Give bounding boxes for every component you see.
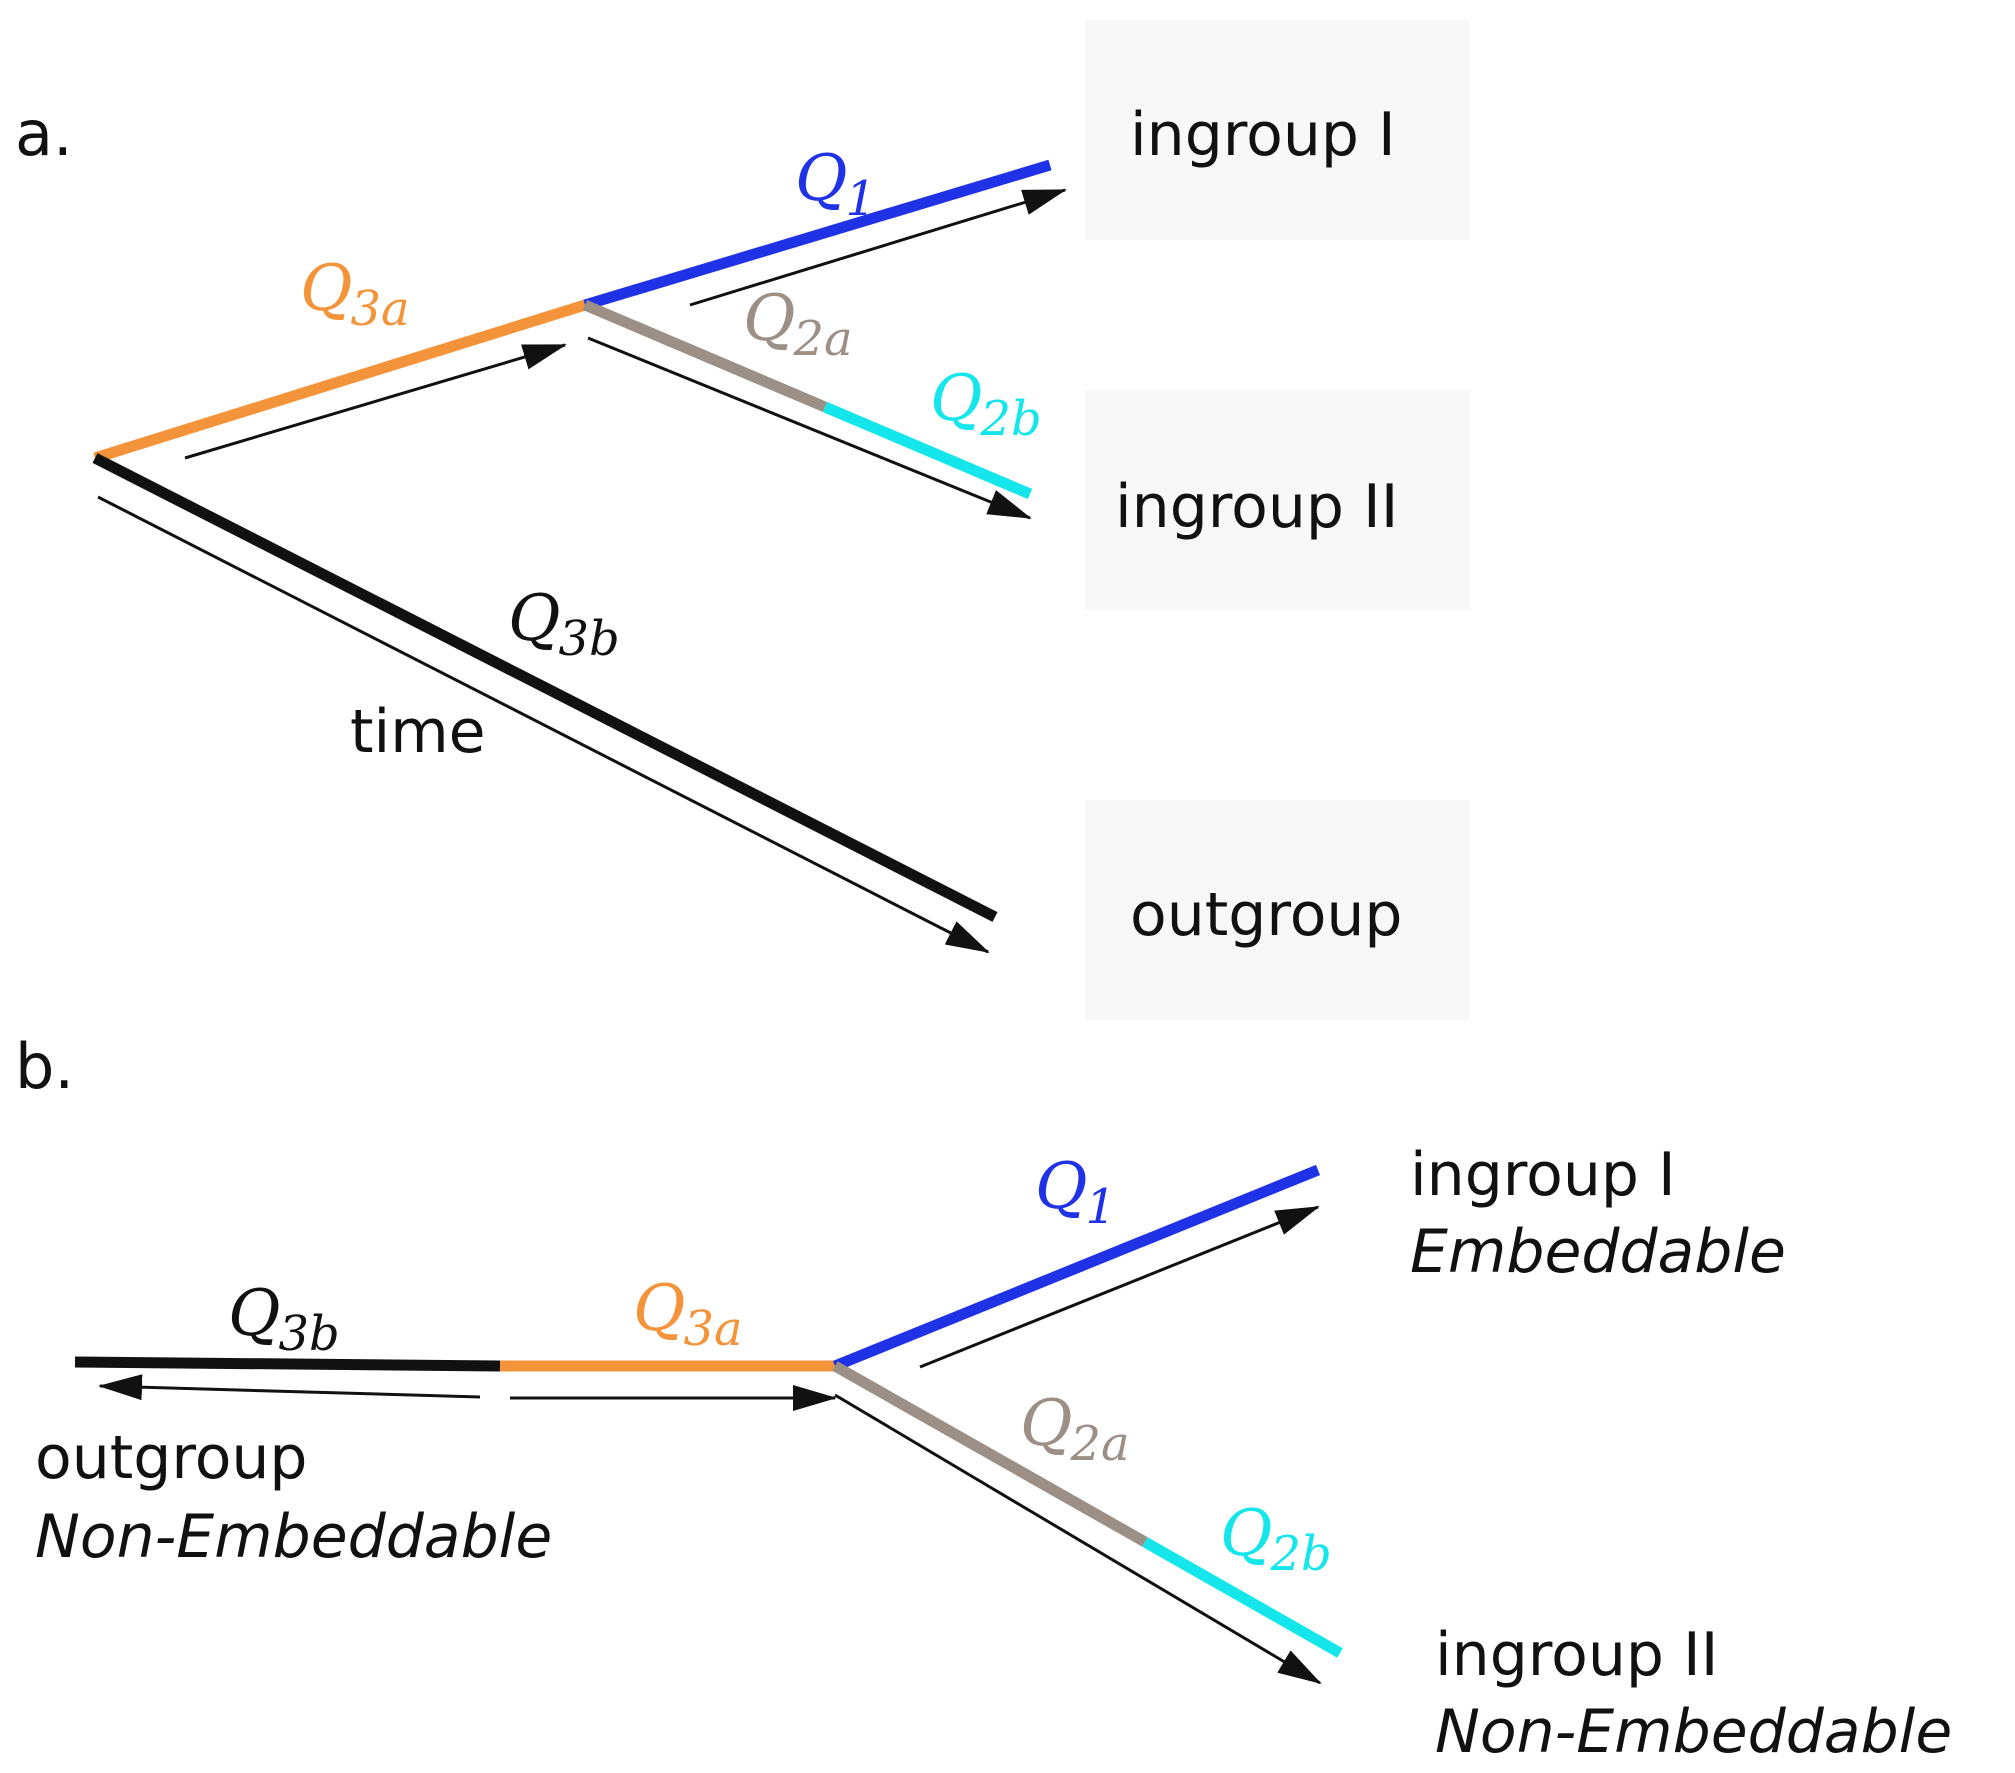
panel-a: a. Q3a Q1 Q2a Q2b Q3b time ingroup I ing… [15, 97, 1403, 954]
taxon-outgroup: outgroup [35, 1423, 308, 1493]
label-background [1085, 20, 1470, 240]
panel-a-label: a. [15, 97, 73, 170]
label-q2b: Q2b [1220, 1497, 1332, 1582]
panel-b: b. Q3b Q3a Q1 Q2a Q2b ingroup I Embeddab… [15, 1030, 1952, 1767]
branch-q2b [822, 401, 1033, 500]
label-q3a: Q3a [300, 252, 410, 337]
taxon-ingroup-2-status: Non-Embeddable [1435, 1697, 1952, 1767]
taxon-ingroup-2: ingroup II [1115, 472, 1398, 542]
branch-q2a [832, 1361, 1148, 1547]
label-q3a: Q3a [633, 1272, 743, 1357]
branch-q3a [93, 299, 587, 464]
label-q1: Q1 [1035, 1150, 1116, 1235]
label-q2a: Q2a [743, 282, 853, 367]
label-background [1085, 800, 1470, 1020]
taxon-outgroup-status: Non-Embeddable [35, 1502, 552, 1572]
label-background [1085, 390, 1470, 610]
branch-q1 [832, 1164, 1321, 1372]
branch-q3b [74, 1356, 501, 1372]
time-arrow [587, 336, 1032, 520]
branch-q3b [92, 453, 998, 922]
branch-q2a [582, 299, 828, 413]
taxon-outgroup: outgroup [1130, 880, 1403, 950]
time-arrow [834, 1393, 1322, 1685]
time-arrow [184, 343, 567, 460]
time-arrow [97, 495, 990, 954]
time-arrow [919, 1205, 1320, 1369]
label-q2b: Q2b [930, 362, 1042, 447]
taxon-ingroup-1-status: Embeddable [1410, 1217, 1786, 1287]
panel-b-label: b. [15, 1030, 74, 1103]
time-arrow [98, 1374, 481, 1401]
branch-q2b [1142, 1537, 1343, 1658]
taxon-ingroup-1: ingroup I [1130, 100, 1396, 170]
taxon-ingroup-2: ingroup II [1435, 1620, 1718, 1690]
label-q1: Q1 [795, 142, 876, 227]
branch-q1 [583, 159, 1052, 311]
label-q2a: Q2a [1020, 1387, 1130, 1472]
taxon-ingroup-1: ingroup I [1410, 1140, 1676, 1210]
time-arrow [689, 188, 1067, 307]
label-q3b: Q3b [508, 582, 620, 667]
label-q3b: Q3b [228, 1277, 340, 1362]
time-label: time [350, 697, 486, 767]
